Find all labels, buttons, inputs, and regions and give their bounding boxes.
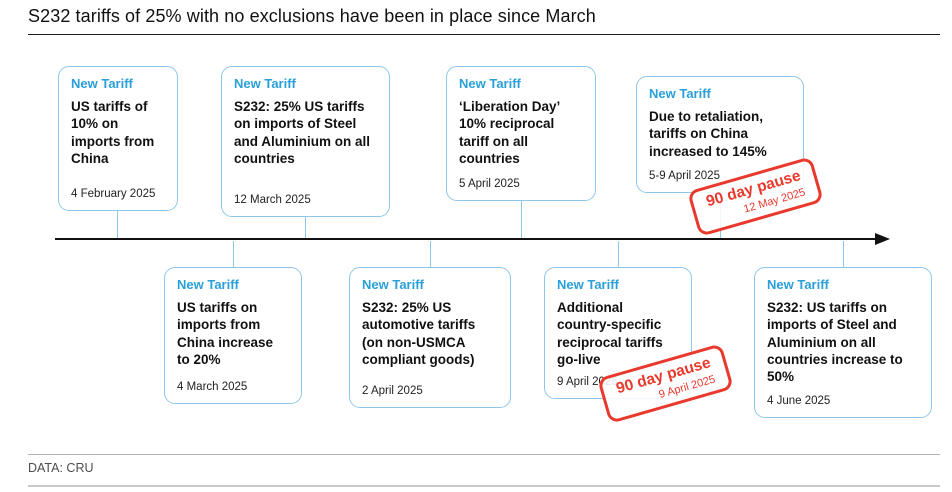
- event-connector: [618, 241, 619, 267]
- event-card-header: New Tariff: [459, 76, 521, 91]
- event-connector: [843, 241, 844, 267]
- event-card: New Tariff US tariffs of 10% on imports …: [58, 66, 178, 211]
- event-card-body: US tariffs of 10% on imports from China: [71, 99, 155, 166]
- event-card-body: Additional country-specific reciprocal t…: [557, 300, 663, 367]
- timeline-arrowhead-icon: [875, 232, 890, 245]
- event-card-header: New Tariff: [649, 86, 711, 101]
- event-connector: [233, 241, 234, 267]
- event-card-header: New Tariff: [362, 277, 424, 292]
- event-card-date: 4 June 2025: [767, 395, 831, 407]
- event-connector: [117, 210, 118, 238]
- event-card: New Tariff S232: US tariffs on imports o…: [754, 267, 932, 418]
- event-card-body: S232: 25% US automotive tariffs (on non-…: [362, 300, 476, 367]
- event-connector: [521, 201, 522, 238]
- timeline-axis: [55, 238, 877, 240]
- event-card-date: 4 March 2025: [177, 381, 248, 393]
- event-card-date: 4 February 2025: [71, 188, 156, 200]
- event-card: New Tariff ‘Liberation Day’ 10% reciproc…: [446, 66, 596, 201]
- event-card-date: 5-9 April 2025: [649, 170, 720, 182]
- event-card-body: US tariffs on imports from China increas…: [177, 300, 274, 367]
- event-card-date: 12 March 2025: [234, 194, 311, 206]
- event-card-header: New Tariff: [177, 277, 239, 292]
- event-card-body: ‘Liberation Day’ 10% reciprocal tariff o…: [459, 99, 560, 166]
- event-card-header: New Tariff: [71, 76, 133, 91]
- source-note: DATA: CRU: [28, 461, 94, 475]
- event-card-date: 2 April 2025: [362, 385, 423, 397]
- footer-top-divider: [28, 454, 940, 455]
- event-card: New Tariff S232: 25% US tariffs on impor…: [221, 66, 390, 217]
- event-connector: [305, 217, 306, 238]
- event-connector: [430, 241, 431, 267]
- event-card-header: New Tariff: [557, 277, 619, 292]
- event-card: New Tariff US tariffs on imports from Ch…: [164, 267, 302, 404]
- event-card-header: New Tariff: [234, 76, 296, 91]
- event-card-body: S232: 25% US tariffs on imports of Steel…: [234, 99, 371, 166]
- event-card-date: 5 April 2025: [459, 178, 520, 190]
- event-card-body: S232: US tariffs on imports of Steel and…: [767, 300, 903, 385]
- footer-bottom-divider: [28, 485, 940, 487]
- event-card: New Tariff S232: 25% US automotive tarif…: [349, 267, 511, 408]
- event-card-body: Due to retaliation, tariffs on China inc…: [649, 109, 767, 159]
- page-title: S232 tariffs of 25% with no exclusions h…: [28, 6, 940, 35]
- event-card-header: New Tariff: [767, 277, 829, 292]
